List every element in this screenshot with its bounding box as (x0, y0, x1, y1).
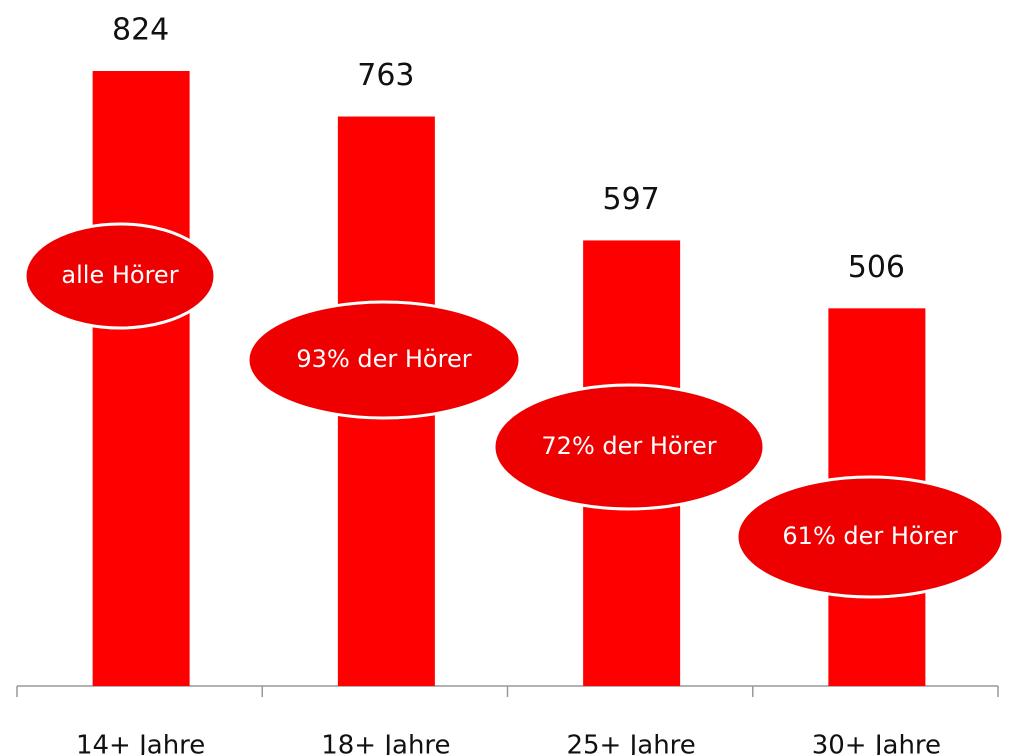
annotation: 61% der Hörer (782, 522, 957, 550)
value-label: 597 (602, 182, 659, 217)
value-label: 506 (848, 250, 905, 285)
annotation-bubble (492, 383, 766, 511)
x-tick-label: 14+ Jahre (76, 731, 205, 755)
value-label: 824 (112, 13, 169, 48)
annotation: 93% der Hörer (296, 345, 471, 373)
x-tick-label: 25+ Jahre (566, 731, 695, 755)
annotation: alle Hörer (61, 261, 178, 289)
annotation: 72% der Hörer (541, 432, 716, 460)
bar (92, 71, 190, 686)
x-tick-label: 30+ Jahre (812, 731, 941, 755)
annotation-bubble (735, 475, 1005, 599)
value-label: 763 (357, 58, 414, 93)
x-tick-label: 18+ Jahre (321, 731, 450, 755)
annotation-bubble (246, 300, 522, 420)
annotation-bubble (23, 222, 217, 330)
